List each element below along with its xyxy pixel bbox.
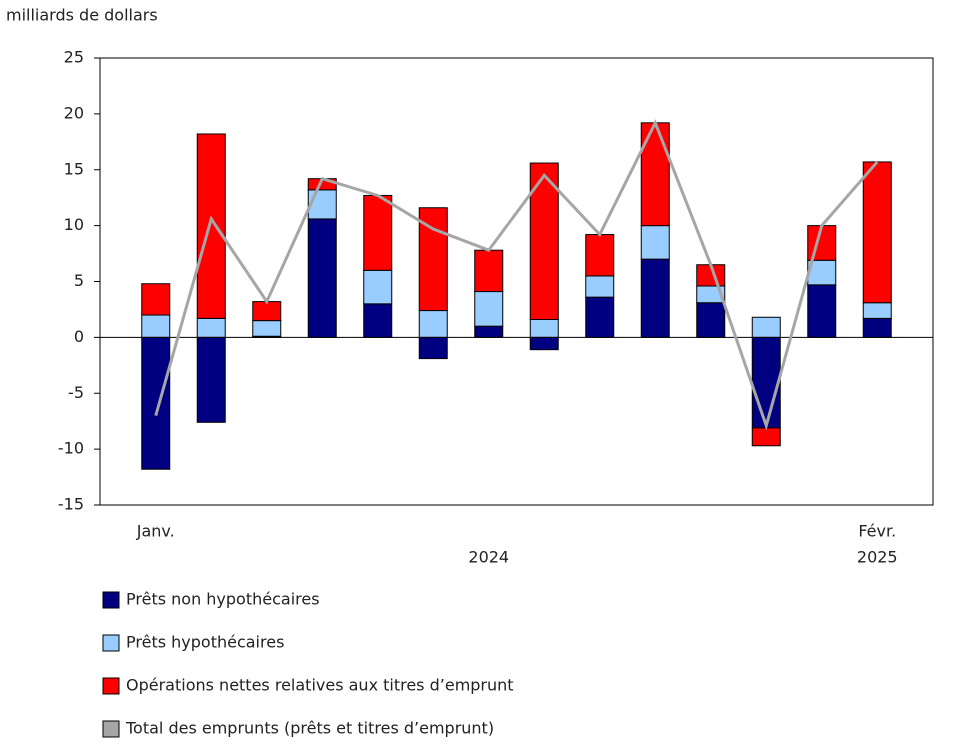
legend-label: Prêts hypothécaires: [126, 633, 284, 652]
x-tick-label: Janv.: [136, 522, 175, 541]
bar-segment: [252, 301, 282, 322]
y-tick-label: 10: [64, 215, 84, 234]
y-axis-label: milliards de dollars: [6, 6, 158, 25]
legend-label: Total des emprunts (prêts et titres d’em…: [125, 719, 494, 738]
bar-segment: [474, 291, 504, 327]
bar-segment: [196, 133, 226, 319]
x-tick-label: Févr.: [858, 522, 896, 541]
year-label: 2025: [857, 548, 898, 567]
y-tick-label: 15: [64, 159, 84, 178]
bar-segment: [418, 310, 448, 338]
y-tick-label: -10: [58, 439, 84, 458]
bar-segment: [196, 336, 226, 423]
bar-segment: [474, 325, 504, 338]
legend-label: Prêts non hypothécaires: [126, 590, 320, 609]
bar-segment: [529, 318, 559, 338]
bar-segment: [862, 161, 892, 304]
bar-segment: [363, 269, 393, 305]
legend-swatch: [102, 591, 120, 609]
bar-segment: [751, 336, 781, 429]
bar-segment: [751, 427, 781, 447]
bar-segment: [585, 296, 615, 338]
legend-swatch: [102, 634, 120, 652]
y-tick-label: 5: [74, 271, 84, 290]
legend-swatch: [102, 720, 120, 738]
y-tick-label: -5: [68, 383, 84, 402]
legend-swatch: [102, 677, 120, 695]
year-label: 2024: [468, 548, 509, 567]
bar-segment: [252, 320, 282, 337]
bar-segment: [585, 234, 615, 277]
bar-segment: [751, 316, 781, 338]
bar-segment: [640, 122, 670, 227]
bar-segment: [862, 302, 892, 319]
bar-segment: [141, 336, 171, 470]
y-tick-label: 20: [64, 103, 84, 122]
y-tick-label: 0: [74, 327, 84, 346]
bar-segment: [474, 249, 504, 293]
bar-segment: [141, 283, 171, 316]
bar-segment: [141, 314, 171, 338]
bar-segment: [307, 218, 337, 338]
bar-segment: [196, 317, 226, 338]
bar-segment: [363, 194, 393, 271]
bar-segment: [585, 275, 615, 298]
bar-segment: [640, 258, 670, 338]
legend-label: Opérations nettes relatives aux titres d…: [126, 676, 514, 695]
y-tick-label: -15: [58, 495, 84, 514]
bar-segment: [807, 284, 837, 338]
bar-segment: [529, 336, 559, 351]
bar-segment: [696, 302, 726, 338]
bar-segment: [307, 189, 337, 220]
total-line: [154, 119, 879, 431]
y-tick-label: 25: [64, 48, 84, 67]
bar-segment: [418, 336, 448, 360]
bar-segment: [640, 225, 670, 260]
bar-segment: [862, 317, 892, 338]
bar-segment: [363, 303, 393, 338]
